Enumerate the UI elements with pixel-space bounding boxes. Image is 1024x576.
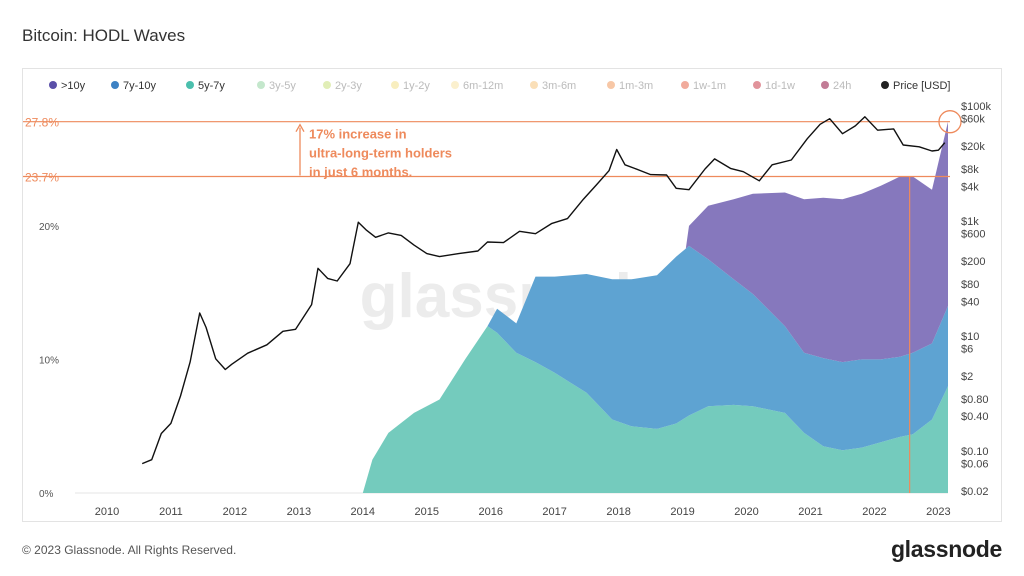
legend-item[interactable]: 1y-2y: [391, 80, 430, 92]
legend-marker: [391, 81, 399, 89]
legend-label: 1w-1m: [693, 80, 726, 92]
hodl-waves-chart: glassnode 27.8%23.7% 2010 2011 2012 2013 201…: [23, 80, 991, 518]
legend-label: 2y-3y: [335, 80, 362, 92]
x-tick-2020: 2020: [734, 506, 758, 518]
y-left-tick: 0%: [39, 489, 54, 500]
x-tick-2014: 2014: [351, 506, 375, 518]
x-tick-2016: 2016: [478, 506, 502, 518]
reference-lines: 27.8% 23.7%: [23, 110, 962, 493]
area-5y-7y: [75, 326, 948, 493]
legend-marker: [451, 81, 459, 89]
y-right-tick: $0.40: [961, 411, 989, 423]
legend-label: 3y-5y: [269, 80, 296, 92]
copyright-text: © 2023 Glassnode. All Rights Reserved.: [22, 543, 237, 557]
legend-marker: [881, 81, 889, 89]
y-right-tick: $6: [961, 344, 973, 356]
legend: >10y 7y-10y 5y-7y 3y-5y 2y-3y 1y-2y 6m-12m 3m-6…: [49, 80, 950, 92]
legend-marker: [111, 81, 119, 89]
legend-marker: [681, 81, 689, 89]
y-left-tick: 10%: [39, 355, 59, 366]
annotation-text-line: in just 6 months.: [309, 165, 412, 180]
legend-item[interactable]: >10y: [49, 80, 86, 92]
y-right-tick: $40: [961, 296, 979, 308]
y-right-tick: $8k: [961, 164, 979, 176]
legend-marker: [607, 81, 615, 89]
legend-marker: [257, 81, 265, 89]
x-tick-2017: 2017: [542, 506, 566, 518]
reference-label-1: 27.8%: [25, 116, 59, 130]
y-right-tick: $2: [961, 371, 973, 383]
x-tick-2023: 2023: [926, 506, 950, 518]
axis-layer: 2010 2011 2012 2013 2014 2015 2016 2017 2018 2019…: [39, 101, 991, 518]
x-tick-2011: 2011: [159, 506, 183, 518]
x-tick-2013: 2013: [287, 506, 311, 518]
legend-item[interactable]: 3m-6m: [530, 80, 576, 92]
legend-label: Price [USD]: [893, 80, 950, 92]
page-title: Bitcoin: HODL Waves: [22, 26, 186, 45]
legend-item[interactable]: 2y-3y: [323, 80, 362, 92]
legend-marker: [530, 81, 538, 89]
y-left-tick: 20%: [39, 222, 59, 233]
y-right-tick: $0.80: [961, 394, 989, 406]
legend-item[interactable]: 5y-7y: [186, 80, 225, 92]
y-right-tick: $200: [961, 256, 985, 268]
x-tick-2018: 2018: [606, 506, 630, 518]
legend-label: 24h: [833, 80, 851, 92]
legend-label: 6m-12m: [463, 80, 503, 92]
x-tick-2015: 2015: [415, 506, 439, 518]
y-right-tick: $1k: [961, 216, 979, 228]
y-right-tick: $10: [961, 331, 979, 343]
y-right-tick: $60k: [961, 114, 985, 126]
legend-item[interactable]: 24h: [821, 80, 851, 92]
y-right-tick: $0.10: [961, 446, 989, 458]
highlight-circle: [938, 110, 962, 134]
legend-label: 1m-3m: [619, 80, 653, 92]
annotation-text-line: 17% increase in: [309, 127, 407, 142]
legend-label: 5y-7y: [198, 80, 225, 92]
x-tick-2019: 2019: [670, 506, 694, 518]
legend-label: 7y-10y: [123, 80, 157, 92]
area-10y: [75, 121, 948, 493]
y-right-tick: $20k: [961, 141, 985, 153]
y-right-tick: $0.02: [961, 486, 989, 498]
y-right-tick: $600: [961, 229, 985, 241]
x-tick-2012: 2012: [223, 506, 247, 518]
legend-marker: [49, 81, 57, 89]
y-right-tick: $100k: [961, 101, 991, 113]
price-layer: [141, 116, 946, 465]
annotation-arrow-head: [295, 123, 305, 133]
legend-item[interactable]: 6m-12m: [451, 80, 503, 92]
area-7y-10y: [75, 245, 948, 493]
legend-item[interactable]: 1w-1m: [681, 80, 726, 92]
legend-item[interactable]: 1d-1w: [753, 80, 795, 92]
x-tick-2021: 2021: [798, 506, 822, 518]
y-right-tick: $80: [961, 279, 979, 291]
x-tick-2010: 2010: [95, 506, 119, 518]
legend-item[interactable]: 3y-5y: [257, 80, 296, 92]
price-line: [141, 116, 946, 465]
legend-label: 1y-2y: [403, 80, 430, 92]
legend-marker: [323, 81, 331, 89]
glassnode-logo: glassnode: [890, 536, 1002, 562]
y-right-tick: $0.06: [961, 459, 989, 471]
legend-marker: [753, 81, 761, 89]
x-tick-2022: 2022: [862, 506, 886, 518]
legend-label: 3m-6m: [542, 80, 576, 92]
legend-label: 1d-1w: [765, 80, 795, 92]
annotation: 17% increase in ultra-long-term holders in…: [295, 123, 452, 180]
y-right-tick: $4k: [961, 181, 979, 193]
legend-item[interactable]: 1m-3m: [607, 80, 653, 92]
legend-marker: [186, 81, 194, 89]
annotation-text-line: ultra-long-term holders: [309, 146, 452, 161]
legend-marker: [821, 81, 829, 89]
legend-item[interactable]: 7y-10y: [111, 80, 157, 92]
area-layer: [75, 121, 948, 493]
reference-label-2: 23.7%: [25, 170, 59, 184]
chart-frame: glassnode 27.8% 23.7% 2010 2011 2012 2013 201…: [22, 68, 1002, 522]
legend-item[interactable]: Price [USD]: [881, 80, 950, 92]
legend-label: >10y: [61, 80, 86, 92]
